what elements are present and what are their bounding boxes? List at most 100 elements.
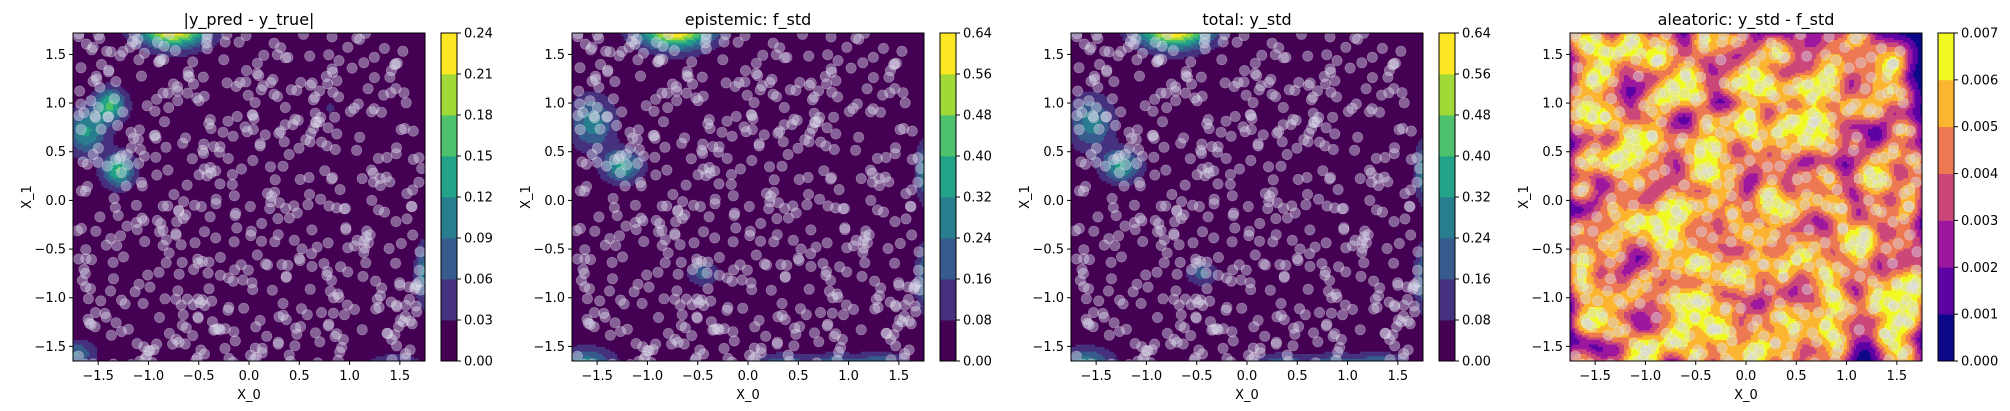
scatter-point	[580, 181, 592, 193]
colorbar-tick-label: 0.000	[1961, 355, 1998, 370]
scatter-point	[782, 349, 794, 361]
scatter-point	[693, 297, 705, 309]
scatter-point	[318, 258, 330, 270]
scatter-point	[1170, 81, 1182, 93]
scatter-point	[779, 270, 791, 282]
scatter-point	[1409, 306, 1421, 318]
scatter-point	[1892, 314, 1904, 326]
scatter-point	[902, 281, 914, 293]
scatter-point	[584, 318, 596, 330]
scatter-point	[226, 169, 238, 181]
scatter-point	[1859, 237, 1871, 249]
scatter-point	[1304, 224, 1316, 236]
scatter-point	[199, 299, 211, 311]
scatter-point	[395, 124, 407, 136]
scatter-point	[254, 140, 266, 152]
scatter-point	[1812, 111, 1824, 123]
scatter-point	[1366, 51, 1378, 63]
scatter-point	[1570, 253, 1582, 265]
x-tick-label: 0.0	[239, 369, 260, 384]
scatter-point	[1680, 71, 1692, 83]
scatter-point	[92, 142, 104, 154]
scatter-point	[1835, 203, 1847, 215]
scatter-point	[1120, 323, 1132, 335]
colorbar-band	[1938, 314, 1954, 362]
scatter-point	[381, 152, 393, 164]
scatter-layer	[572, 33, 924, 361]
scatter-point	[1868, 293, 1880, 305]
scatter-point	[1236, 302, 1248, 314]
scatter-point	[904, 200, 916, 212]
scatter-point	[1161, 247, 1173, 259]
scatter-point	[1834, 333, 1846, 345]
panel-title: aleatoric: y_std - f_std	[1658, 10, 1835, 30]
scatter-point	[205, 123, 217, 135]
scatter-point	[1651, 55, 1663, 67]
scatter-point	[180, 322, 192, 334]
contour-band-base	[572, 33, 924, 361]
scatter-point	[1174, 319, 1186, 331]
scatter-point	[1819, 265, 1831, 277]
scatter-point	[1357, 242, 1369, 254]
scatter-point	[1327, 330, 1339, 342]
scatter-point	[666, 338, 678, 350]
scatter-point	[1828, 328, 1840, 340]
scatter-point	[1320, 122, 1332, 134]
scatter-point	[1701, 211, 1713, 223]
scatter-point	[1627, 38, 1639, 50]
scatter-point	[368, 103, 380, 115]
scatter-point	[1349, 144, 1361, 156]
scatter-point	[1320, 78, 1332, 90]
scatter-point	[122, 323, 134, 335]
scatter-point	[1190, 293, 1202, 305]
scatter-point	[1282, 356, 1294, 361]
scatter-point	[370, 303, 382, 315]
scatter-point	[745, 109, 757, 121]
scatter-point	[1660, 247, 1672, 259]
scatter-point	[728, 264, 740, 276]
scatter-point	[613, 50, 625, 62]
scatter-point	[194, 297, 206, 309]
scatter-point	[1911, 264, 1922, 276]
x-tick-label: 0.0	[1736, 369, 1757, 384]
scatter-point	[1169, 216, 1181, 228]
scatter-point	[1227, 209, 1239, 221]
scatter-point	[1881, 71, 1893, 83]
scatter-point	[1286, 234, 1298, 246]
scatter-point	[153, 266, 165, 278]
scatter-point	[110, 76, 122, 88]
scatter-point	[1338, 222, 1350, 234]
scatter-point	[323, 200, 335, 212]
scatter-point	[1296, 33, 1307, 40]
scatter-point	[877, 89, 889, 101]
scatter-point	[400, 299, 412, 311]
scatter-point	[1701, 162, 1713, 174]
scatter-point	[152, 36, 164, 48]
scatter-point	[201, 43, 213, 55]
scatter-point	[574, 124, 586, 136]
scatter-point	[1629, 134, 1641, 146]
scatter-point	[1872, 290, 1884, 302]
scatter-point	[346, 62, 358, 74]
scatter-point	[1203, 123, 1215, 135]
scatter-point	[331, 128, 343, 140]
scatter-point	[1131, 124, 1143, 136]
y-tick-label: 0.5	[1043, 145, 1064, 160]
scatter-point	[1298, 134, 1310, 146]
scatter-point	[1858, 225, 1870, 237]
scatter-point	[1605, 93, 1617, 105]
scatter-point	[716, 126, 728, 138]
scatter-point	[1585, 358, 1595, 361]
scatter-point	[246, 277, 258, 289]
colorbar-band	[1439, 33, 1455, 75]
scatter-point	[1622, 142, 1634, 154]
scatter-point	[149, 105, 161, 117]
scatter-point	[1212, 324, 1224, 336]
scatter-point	[1797, 134, 1809, 146]
scatter-point	[1589, 33, 1601, 41]
scatter-point	[914, 284, 924, 296]
scatter-point	[1883, 333, 1895, 345]
scatter-point	[1140, 344, 1152, 356]
scatter-point	[1904, 125, 1916, 137]
scatter-point	[1790, 142, 1802, 154]
